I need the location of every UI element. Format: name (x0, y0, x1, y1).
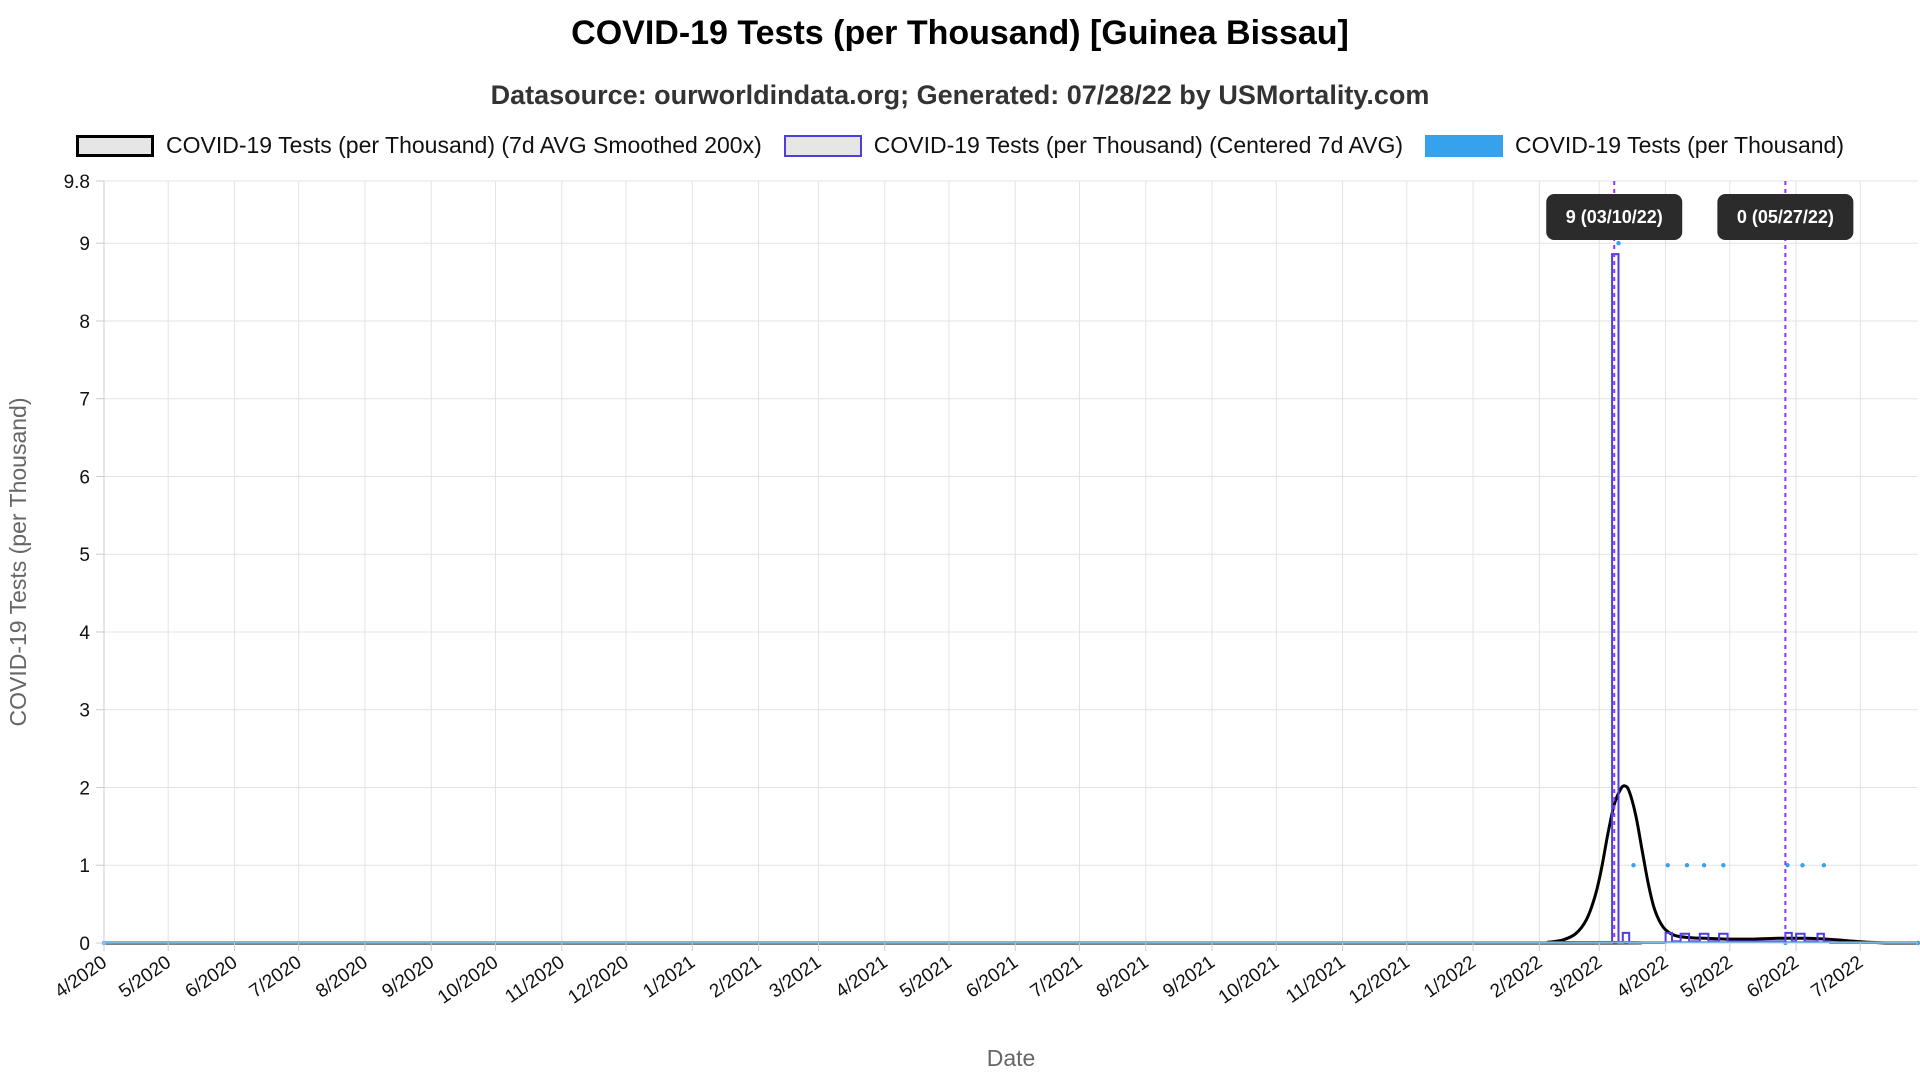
data-point-raw (1785, 863, 1790, 868)
y-tick-label: 0 (79, 934, 90, 955)
annotation-label: 9 (03/10/22) (1566, 207, 1663, 227)
data-point-raw (1684, 863, 1690, 868)
annotation-box (1546, 194, 1683, 240)
annotation-label: 0 (05/27/22) (1737, 207, 1834, 227)
x-tick-label: 3/2021 (766, 952, 826, 1003)
y-tick-label: 7 (79, 390, 90, 411)
legend-label-smoothed: COVID-19 Tests (per Thousand) (7d AVG Sm… (166, 132, 762, 158)
data-point-raw (1821, 863, 1827, 868)
x-tick-label: 12/2021 (1345, 952, 1413, 1009)
x-tick-label: 4/2021 (832, 952, 892, 1003)
x-tick-label: 11/2021 (1282, 952, 1349, 1008)
data-point-raw (1631, 863, 1636, 868)
x-tick-label: 5/2022 (1677, 952, 1737, 1003)
x-tick-label: 6/2020 (182, 952, 242, 1003)
x-tick-label: 2/2022 (1487, 952, 1547, 1003)
y-tick-label: 3 (79, 701, 90, 722)
x-tick-label: 9/2020 (378, 952, 438, 1003)
legend-swatch-centered (783, 134, 862, 157)
y-tick-label: 2 (79, 778, 90, 799)
x-tick-label: 5/2021 (896, 952, 956, 1003)
y-tick-label: 9.8 (64, 172, 90, 193)
series-line-centered (104, 253, 1918, 944)
y-tick-label: 4 (79, 623, 90, 644)
x-tick-label: 4/2020 (51, 952, 111, 1003)
x-tick-label: 8/2020 (312, 952, 372, 1003)
x-tick-label: 10/2020 (434, 952, 502, 1009)
x-tick-label: 9/2021 (1159, 952, 1219, 1003)
x-tick-label: 11/2020 (501, 952, 568, 1008)
x-tick-label: 8/2021 (1093, 952, 1153, 1003)
legend-item-raw[interactable]: COVID-19 Tests (per Thousand) (1425, 132, 1844, 159)
x-tick-label: 7/2020 (246, 952, 306, 1003)
legend-swatch-smoothed (76, 134, 155, 157)
data-point-raw (1701, 863, 1707, 868)
legend-label-centered: COVID-19 Tests (per Thousand) (Centered … (873, 132, 1404, 158)
y-tick-label: 1 (79, 856, 90, 877)
x-tick-label: 1/2022 (1420, 952, 1480, 1003)
x-tick-label: 10/2021 (1215, 952, 1283, 1009)
x-axis-title: Date (987, 1045, 1036, 1071)
data-point-raw (1721, 863, 1726, 868)
y-tick-label: 8 (79, 312, 90, 333)
x-tick-label: 7/2021 (1027, 952, 1087, 1003)
y-tick-label: 6 (79, 467, 90, 488)
legend-swatch-raw (1425, 134, 1504, 157)
series-line-smoothed (103, 784, 1918, 945)
x-tick-label: 5/2020 (115, 952, 175, 1003)
annotation-box (1717, 194, 1854, 240)
y-tick-label: 5 (79, 545, 90, 566)
chart-title: COVID-19 Tests (per Thousand) [Guinea Bi… (571, 14, 1349, 52)
data-point-raw (1800, 863, 1805, 868)
x-tick-label: 6/2021 (962, 952, 1022, 1003)
legend-item-centered[interactable]: COVID-19 Tests (per Thousand) (Centered … (783, 132, 1404, 159)
data-point-raw (1616, 241, 1621, 246)
y-axis-title: COVID-19 Tests (per Thousand) (5, 398, 31, 727)
legend-item-smoothed[interactable]: COVID-19 Tests (per Thousand) (7d AVG Sm… (76, 132, 762, 159)
chart-subtitle: Datasource: ourworldindata.org; Generate… (490, 80, 1430, 110)
x-tick-label: 4/2022 (1613, 952, 1673, 1003)
x-tick-label: 3/2022 (1546, 952, 1606, 1003)
x-tick-label: 7/2022 (1807, 952, 1867, 1003)
x-tick-label: 1/2021 (639, 952, 699, 1003)
legend-label-raw: COVID-19 Tests (per Thousand) (1515, 132, 1844, 158)
x-tick-label: 2/2021 (706, 952, 766, 1003)
legend: COVID-19 Tests (per Thousand) (7d AVG Sm… (0, 132, 1920, 159)
data-point-raw (1665, 863, 1670, 868)
y-tick-label: 9 (79, 234, 90, 255)
x-tick-label: 6/2022 (1743, 952, 1803, 1003)
x-tick-label: 12/2020 (565, 952, 633, 1009)
